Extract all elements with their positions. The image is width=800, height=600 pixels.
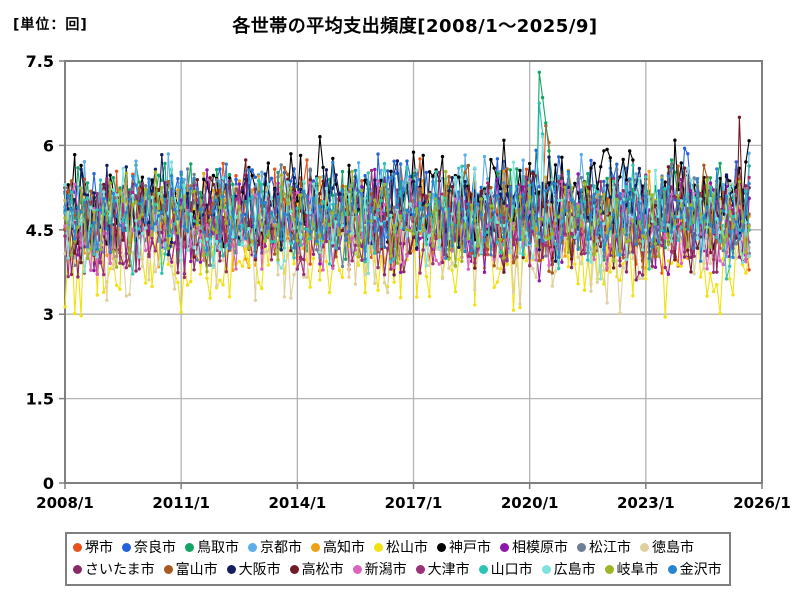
legend-marker-icon xyxy=(374,542,383,552)
legend-item: 富山市 xyxy=(163,559,218,579)
x-tick-label: 2026/1 xyxy=(733,494,791,512)
legend-marker-icon xyxy=(604,564,614,574)
legend-label: 相模原市 xyxy=(512,540,568,556)
y-tick-label: 1.5 xyxy=(26,390,54,409)
legend-marker-icon xyxy=(500,542,509,552)
legend-label: 岐阜市 xyxy=(616,562,659,578)
legend-label: さいたま市 xyxy=(85,562,155,578)
legend-label: 松江市 xyxy=(589,540,631,556)
legend-item: さいたま市 xyxy=(73,559,155,579)
legend-marker-icon xyxy=(311,542,320,552)
legend-label: 堺市 xyxy=(85,540,113,556)
legend: 堺市 奈良市 鳥取市 京都市 高知市 松山市 神戸市 相模原市 松江市 徳島市さいたま市 富山市 大阪… xyxy=(65,532,731,586)
y-tick-label: 7.5 xyxy=(26,52,54,71)
series-markers-5 xyxy=(63,184,751,319)
series-markers-7 xyxy=(63,167,751,283)
legend-item: 岐阜市 xyxy=(604,559,659,579)
legend-marker-icon xyxy=(73,564,82,574)
legend-label: 鳥取市 xyxy=(197,540,239,556)
series-markers-6 xyxy=(63,134,751,252)
legend-marker-icon xyxy=(163,564,173,574)
legend-marker-icon xyxy=(73,542,82,552)
legend-label: 高松市 xyxy=(301,562,344,578)
legend-item: 松山市 xyxy=(374,537,428,557)
page-title: 各世帯の平均支出頻度[2008/1～2025/9] xyxy=(232,16,598,37)
legend-item: 鳥取市 xyxy=(185,537,239,557)
legend-label: 金沢市 xyxy=(679,562,722,578)
legend-row: さいたま市 富山市 大阪市 高松市 新潟市 大津市 山口市 広島市 岐阜市 金沢市 xyxy=(73,559,723,579)
legend-marker-icon xyxy=(478,564,488,574)
x-tick-label: 2008/1 xyxy=(36,494,94,512)
legend-marker-icon xyxy=(640,542,649,552)
legend-label: 松山市 xyxy=(386,540,428,556)
legend-marker-icon xyxy=(541,564,551,574)
x-tick-label: 2017/1 xyxy=(385,494,443,512)
y-tick-label: 4.5 xyxy=(26,221,54,240)
legend-label: 大津市 xyxy=(427,562,470,578)
plot-area: 0 1.5 3 4.5 6 7.5 2008/1 2011/1 2014/1 2017/1 2020… xyxy=(26,52,791,512)
legend-label: 奈良市 xyxy=(134,540,176,556)
legend-label: 広島市 xyxy=(553,562,596,578)
x-tick-label: 2020/1 xyxy=(501,494,559,512)
legend-item: 高知市 xyxy=(311,537,365,557)
legend-label: 大阪市 xyxy=(238,562,281,578)
legend-marker-icon xyxy=(437,542,446,552)
legend-item: 松江市 xyxy=(577,537,631,557)
legend-row: 堺市 奈良市 鳥取市 京都市 高知市 松山市 神戸市 相模原市 松江市 徳島市 xyxy=(73,537,723,557)
legend-marker-icon xyxy=(667,564,677,574)
legend-item: 大阪市 xyxy=(226,559,281,579)
legend-label: 富山市 xyxy=(175,562,218,578)
legend-label: 新潟市 xyxy=(364,562,407,578)
legend-item: 大津市 xyxy=(415,559,470,579)
legend-label: 高知市 xyxy=(323,540,365,556)
legend-label: 京都市 xyxy=(260,540,302,556)
legend-marker-icon xyxy=(248,542,257,552)
series-markers-14 xyxy=(63,177,751,276)
legend-marker-icon xyxy=(415,564,425,574)
y-tick-label: 0 xyxy=(43,474,54,493)
legend-item: 金沢市 xyxy=(667,559,722,579)
x-tick-label: 2014/1 xyxy=(268,494,326,512)
legend-item: 広島市 xyxy=(541,559,596,579)
legend-item: 新潟市 xyxy=(352,559,407,579)
legend-item: 相模原市 xyxy=(500,537,568,557)
series-markers-19 xyxy=(63,160,751,263)
legend-marker-icon xyxy=(122,542,131,552)
legend-marker-icon xyxy=(289,564,299,574)
legend-item: 神戸市 xyxy=(437,537,491,557)
legend-item: 堺市 xyxy=(73,537,113,557)
legend-item: 京都市 xyxy=(248,537,302,557)
legend-item: 奈良市 xyxy=(122,537,176,557)
legend-marker-icon xyxy=(226,564,236,574)
legend-label: 神戸市 xyxy=(449,540,491,556)
legend-item: 高松市 xyxy=(289,559,344,579)
x-tick-label: 2011/1 xyxy=(152,494,210,512)
legend-label: 山口市 xyxy=(490,562,533,578)
legend-marker-icon xyxy=(185,542,194,552)
legend-marker-icon xyxy=(352,564,362,574)
unit-label: [単位：回] xyxy=(13,17,88,33)
legend-marker-icon xyxy=(577,542,586,552)
x-tick-label: 2023/1 xyxy=(617,494,675,512)
legend-item: 徳島市 xyxy=(640,537,694,557)
legend-label: 徳島市 xyxy=(652,540,694,556)
legend-item: 山口市 xyxy=(478,559,533,579)
y-tick-label: 6 xyxy=(43,136,54,155)
y-tick-label: 3 xyxy=(43,305,54,324)
